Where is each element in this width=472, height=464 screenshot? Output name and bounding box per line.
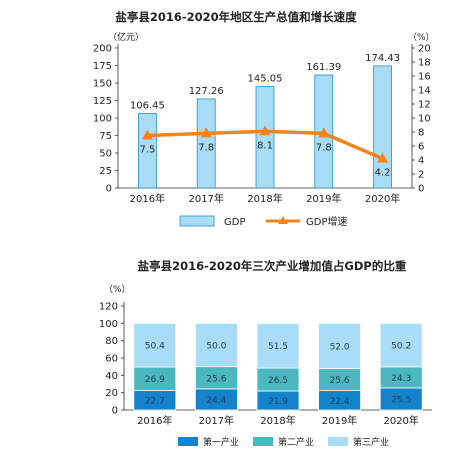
- chart2-category-label: 2018年: [260, 414, 295, 427]
- chart1-left-tick-label: 150: [93, 79, 112, 90]
- chart2-category-label: 2017年: [199, 414, 234, 427]
- chart2-category-label: 2020年: [383, 414, 418, 427]
- chart2-y-tick-label: 120: [99, 302, 118, 313]
- share-value-label: 22.7: [145, 397, 165, 407]
- share-value-label: 24.3: [391, 374, 411, 384]
- growth-value-label: 7.8: [316, 142, 332, 153]
- chart1-left-axis-unit: （亿元）: [108, 31, 144, 43]
- growth-point: [318, 127, 330, 138]
- chart1-category-label: 2019年: [306, 192, 341, 205]
- chart1-title: 盐亭县2016-2020年地区生产总值和增长速度: [115, 10, 357, 24]
- growth-point: [377, 152, 389, 163]
- growth-value-label: 7.5: [139, 145, 155, 156]
- share-bar-segment: [318, 322, 362, 369]
- gdp-value-label: 145.05: [248, 73, 283, 84]
- chart1-right-axis-unit: （%）: [408, 32, 435, 43]
- share-bar-segment: [379, 322, 423, 368]
- chart2-category-label: 2019年: [322, 414, 357, 427]
- chart2-y-tick-label: 0: [112, 406, 118, 417]
- growth-value-label: 8.1: [257, 140, 273, 151]
- share-bar-segment: [194, 322, 238, 368]
- growth-point: [200, 127, 212, 138]
- chart1-category-label: 2018年: [247, 192, 282, 205]
- legend-secondary-swatch: [253, 437, 273, 446]
- chart2-axis-unit: （%）: [104, 284, 131, 295]
- chart1-right-tick-label: 14: [418, 86, 431, 97]
- chart1-left-tick-label: 200: [93, 44, 112, 55]
- legend-gdp-swatch: [179, 215, 215, 227]
- legend-tertiary-label: 第三产业: [353, 436, 389, 448]
- share-value-label: 25.6: [206, 374, 226, 384]
- share-value-label: 26.5: [268, 376, 288, 386]
- chart1-left-tick-label: 50: [99, 149, 112, 160]
- share-value-label: 25.6: [330, 376, 350, 386]
- share-value-label: 21.9: [268, 397, 288, 407]
- gdp-value-label: 161.39: [306, 62, 341, 73]
- chart1-left-tick-label: 0: [106, 184, 112, 195]
- chart1-left-tick-label: 100: [93, 114, 112, 125]
- chart1-right-tick-label: 18: [418, 58, 431, 69]
- chart2-y-tick-label: 20: [105, 388, 118, 399]
- chart2-legend: 第一产业 第二产业 第三产业: [178, 436, 389, 448]
- chart1-right-tick-label: 0: [418, 184, 424, 195]
- share-value-label: 24.4: [206, 396, 226, 406]
- share-bar-segment: [256, 323, 300, 369]
- chart1-right-tick-label: 4: [418, 156, 424, 167]
- growth-value-label: 7.8: [198, 142, 214, 153]
- chart1-left-tick-label: 125: [93, 96, 112, 107]
- gdp-value-label: 174.43: [365, 53, 400, 64]
- chart1-right-tick-label: 6: [418, 142, 424, 153]
- legend-secondary-label: 第二产业: [278, 436, 314, 448]
- gdp-value-label: 127.26: [189, 86, 224, 97]
- growth-value-label: 4.2: [375, 168, 391, 179]
- legend-gdp-label: GDP: [224, 217, 245, 228]
- chart2-title: 盐亭县2016-2020年三次产业增加值占GDP的比重: [138, 259, 407, 273]
- share-value-label: 50.0: [206, 342, 226, 352]
- growth-point: [141, 129, 153, 140]
- gdp-bar: [137, 113, 157, 189]
- share-value-label: 52.0: [330, 342, 350, 352]
- chart1-category-label: 2020年: [365, 192, 400, 205]
- chart1-category-label: 2016年: [130, 192, 165, 205]
- chart2-y-tick-label: 100: [99, 319, 118, 330]
- share-value-label: 50.4: [145, 342, 165, 352]
- chart2-plot: 0 20 40 60 80 100 120 22.7 26.9 50.4 2016年 24.4 25.6…: [99, 302, 432, 427]
- chart1-right-tick-label: 12: [418, 100, 431, 111]
- gdp-bar: [196, 98, 216, 189]
- legend-primary-label: 第一产业: [203, 436, 239, 448]
- chart2-category-label: 2016年: [137, 414, 172, 427]
- chart1-plot: 0255075100125150175200024681012141618201…: [93, 44, 431, 206]
- chart1-right-tick-label: 8: [418, 128, 424, 139]
- growth-point: [259, 125, 271, 136]
- legend-tertiary-swatch: [328, 437, 348, 446]
- chart1-right-tick-label: 20: [418, 44, 431, 55]
- chart1-left-tick-label: 25: [99, 166, 112, 177]
- chart1-right-tick-label: 2: [418, 170, 424, 181]
- share-value-label: 50.2: [391, 342, 411, 352]
- chart1-category-label: 2017年: [188, 192, 223, 205]
- gdp-value-label: 106.45: [130, 100, 165, 111]
- chart1-right-tick-label: 16: [418, 72, 431, 83]
- gdp-bar: [255, 86, 275, 189]
- share-value-label: 22.4: [330, 397, 350, 407]
- legend-growth-marker: [278, 216, 288, 224]
- chart2-y-tick-label: 40: [105, 371, 118, 382]
- chart1-left-tick-label: 75: [99, 131, 112, 142]
- chart1-left-tick-label: 175: [93, 61, 112, 72]
- chart2-y-tick-label: 60: [105, 354, 118, 365]
- share-value-label: 26.9: [145, 375, 165, 385]
- chart1-legend: GDP GDP增速: [179, 215, 347, 228]
- legend-growth-label: GDP增速: [306, 215, 347, 228]
- share-value-label: 25.5: [391, 395, 411, 405]
- share-value-label: 51.5: [268, 342, 288, 352]
- legend-primary-swatch: [178, 437, 198, 446]
- chart1-right-tick-label: 10: [418, 114, 431, 125]
- share-bar-segment: [133, 322, 177, 368]
- chart2-y-tick-label: 80: [105, 336, 118, 347]
